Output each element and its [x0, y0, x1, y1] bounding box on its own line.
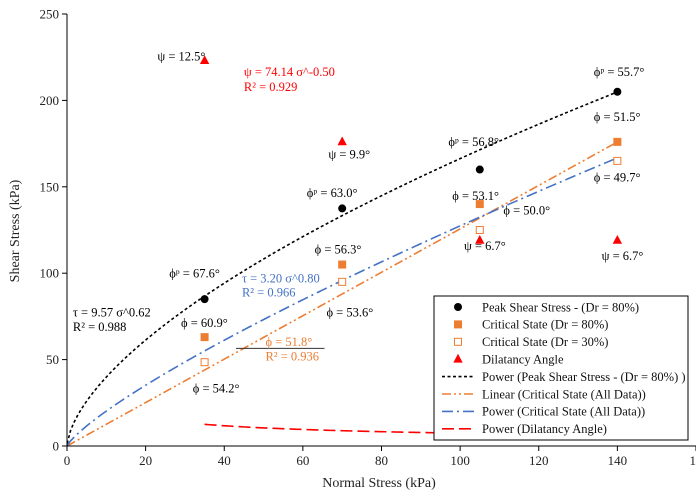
point-critical-state-dr-30	[200, 358, 209, 367]
legend-label: Peak Shear Stress - (Dr = 80%)	[482, 300, 639, 314]
legend-square-swatch	[454, 320, 462, 329]
point-peak-shear-stress-dr-80	[200, 295, 209, 304]
x-tick-label: 0	[64, 453, 71, 468]
legend-item: Dilatancy Angle	[453, 353, 564, 367]
x-tick-label: 40	[218, 453, 231, 468]
annotation-label: ϕ = 51.8°	[266, 335, 313, 349]
point-dilatancy-angle	[475, 234, 485, 244]
legend-item: Power (Peak Shear Stress - (Dr = 80%) )	[442, 370, 686, 384]
legend-square-swatch	[454, 337, 462, 346]
legend-triangle-swatch	[453, 353, 463, 363]
point-dilatancy-angle	[199, 55, 210, 65]
legend-item: Critical State (Dr = 30%)	[454, 335, 608, 349]
point-dilatancy-angle	[337, 136, 347, 146]
legend-box	[433, 295, 689, 441]
x-tick-label: 100	[450, 453, 470, 468]
x-tick-label: 120	[529, 453, 549, 468]
annotation-label: ϕᵖ = 67.6°	[169, 267, 220, 281]
data-points	[199, 55, 623, 367]
trendline-linear-critical-state-all-data	[66, 141, 618, 447]
annotation-label: ϕᵖ = 63.0°	[307, 186, 358, 200]
annotation-label: ϕ = 56.3°	[315, 242, 362, 256]
legend-label: Dilatancy Angle	[482, 353, 564, 367]
legend-label: Power (Dilatancy Angle)	[482, 422, 607, 436]
annotation-label: ϕ = 49.7°	[594, 171, 641, 185]
annotation-label: ϕᵖ = 55.7°	[594, 65, 645, 79]
legend-item: Linear (Critical State (All Data))	[442, 387, 646, 401]
x-tick-label: 60	[296, 453, 309, 468]
annotation-label: R² = 0.936	[266, 349, 320, 363]
annotation-label: ϕᵖ = 56.8°	[448, 135, 499, 149]
legend-item: Peak Shear Stress - (Dr = 80%)	[454, 300, 639, 314]
legend-item: Power (Dilatancy Angle)	[442, 422, 607, 436]
annotation-label: ψ = 6.7°	[602, 249, 644, 263]
y-tick-label: 0	[53, 439, 60, 454]
y-tick-label: 150	[40, 179, 60, 194]
annotation-label: ψ = 12.5°	[157, 50, 205, 64]
annotation-label: ψ = 6.7°	[464, 239, 506, 253]
point-critical-state-dr-30	[613, 156, 622, 165]
point-dilatancy-angle	[612, 234, 623, 244]
annotation-label: R² = 0.929	[244, 80, 298, 94]
point-peak-shear-stress-dr-80	[613, 87, 622, 96]
annotation-label: ϕ = 53.6°	[326, 305, 373, 319]
point-critical-state-dr-30	[338, 277, 347, 286]
annotation-label: R² = 0.988	[73, 320, 127, 334]
y-axis-title: Shear Stress (kPa)	[8, 179, 23, 282]
annotation-label: ψ = 9.9°	[328, 147, 370, 161]
y-tick-label: 100	[40, 266, 60, 281]
legend-item: Power (Critical State (All Data))	[442, 405, 645, 419]
point-critical-state-dr-30	[475, 226, 484, 234]
x-axis-title: Normal Stress (kPa)	[322, 476, 436, 491]
annotation-label: ϕ = 60.9°	[181, 316, 228, 330]
legend-label: Linear (Critical State (All Data))	[482, 387, 646, 401]
x-tick-label: 140	[608, 453, 628, 468]
x-tick-label: 80	[375, 453, 388, 468]
annotation-label: τ = 9.57 σ^0.62	[73, 305, 151, 319]
legend-circle-swatch	[454, 303, 462, 311]
annotation-label: τ = 3.20 σ^0.80	[242, 272, 320, 286]
annotation-label: R² = 0.966	[242, 286, 296, 300]
y-tick-label: 200	[40, 93, 60, 108]
legend-label: Power (Peak Shear Stress - (Dr = 80%) )	[482, 370, 686, 384]
point-critical-state-dr-80	[338, 260, 347, 269]
legend: Peak Shear Stress - (Dr = 80%) Critical S…	[433, 295, 689, 441]
annotation-label: ϕ = 54.2°	[193, 381, 240, 395]
legend-item: Critical State (Dr = 80%)	[454, 318, 608, 332]
x-tick-label: 16	[690, 453, 696, 468]
trendline-power-peak-shear-stress-dr-80	[66, 91, 618, 444]
annotation-label: ϕ = 50.0°	[503, 203, 550, 217]
legend-label: Critical State (Dr = 80%)	[482, 318, 608, 332]
point-critical-state-dr-80	[613, 137, 622, 146]
legend-label: Power (Critical State (All Data))	[482, 405, 645, 419]
y-tick-label: 250	[40, 7, 60, 22]
point-critical-state-dr-80	[200, 333, 209, 342]
x-tick-label: 20	[139, 453, 152, 468]
point-critical-state-dr-80	[475, 200, 484, 209]
legend-label: Critical State (Dr = 30%)	[482, 335, 608, 349]
point-peak-shear-stress-dr-80	[475, 165, 484, 174]
annotation-label: ϕ = 53.1°	[452, 189, 499, 203]
annotation-label: ϕ = 51.5°	[594, 110, 641, 124]
y-tick-label: 50	[46, 352, 59, 367]
annotation-label: ψ = 74.14 σ^-0.50	[244, 65, 335, 79]
point-peak-shear-stress-dr-80	[338, 204, 347, 213]
axes: 02040608010012014016050100150200250	[40, 7, 696, 468]
